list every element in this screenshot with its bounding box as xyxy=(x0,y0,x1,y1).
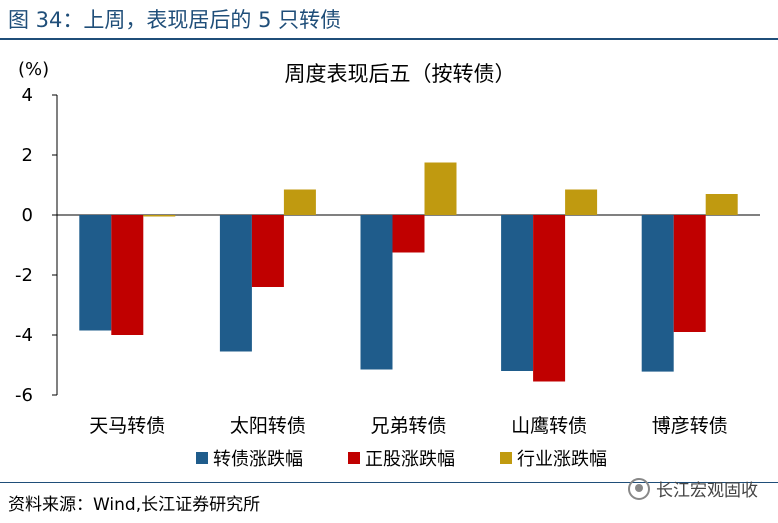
figure-title: 图 34：上周，表现居后的 5 只转债 xyxy=(8,8,342,32)
y-tick-label: 4 xyxy=(22,85,33,106)
wechat-icon xyxy=(628,477,650,500)
bar-2-2 xyxy=(251,215,284,287)
title-rule xyxy=(0,38,778,40)
watermark: 长江宏观固收 xyxy=(628,476,758,501)
source-note: 资料来源：Wind,长江证券研究所 xyxy=(8,495,261,515)
bar-chart: 周度表现后五（按转债） (%) 4 2 0 -2 -4 -6 天马转债 太阳转债 兄弟转债 山鹰… xyxy=(15,59,760,470)
legend-label-3: 行业涨跌幅 xyxy=(517,449,607,470)
y-tick-labels: 4 2 0 -2 -4 -6 xyxy=(15,85,57,406)
y-tick-label: 2 xyxy=(22,145,33,166)
footer-rule xyxy=(0,482,778,483)
chart-title: 周度表现后五（按转债） xyxy=(285,62,516,86)
y-tick-label: -6 xyxy=(15,385,33,406)
bar-1-2 xyxy=(219,215,252,352)
bar-2-4 xyxy=(533,215,566,382)
y-tick-label: -4 xyxy=(15,325,33,346)
bar-1-5 xyxy=(641,215,674,372)
legend-swatch-2 xyxy=(348,452,360,464)
bar-3-3 xyxy=(424,162,457,215)
bars xyxy=(79,162,738,382)
legend-swatch-3 xyxy=(500,452,512,464)
bar-3-2 xyxy=(283,189,316,215)
category-label: 太阳转债 xyxy=(230,415,306,437)
legend-label-1: 转债涨跌幅 xyxy=(213,449,303,470)
category-label: 博彦转债 xyxy=(652,415,728,437)
bar-1-3 xyxy=(360,215,393,370)
bar-3-4 xyxy=(565,189,598,215)
legend-swatch-1 xyxy=(196,452,208,464)
legend-label-2: 正股涨跌幅 xyxy=(365,449,455,470)
bar-2-5 xyxy=(673,215,706,332)
y-tick-label: -2 xyxy=(15,265,33,286)
bar-3-1 xyxy=(143,215,176,217)
bar-3-5 xyxy=(705,194,738,215)
y-tick-label: 0 xyxy=(22,205,33,226)
legend: 转债涨跌幅 正股涨跌幅 行业涨跌幅 xyxy=(196,449,607,470)
watermark-text: 长江宏观固收 xyxy=(656,481,758,501)
category-label: 天马转债 xyxy=(89,415,165,437)
category-labels: 天马转债 太阳转债 兄弟转债 山鹰转债 博彦转债 xyxy=(89,415,727,437)
bar-2-3 xyxy=(392,215,425,253)
category-label: 兄弟转债 xyxy=(370,415,446,437)
bar-2-1 xyxy=(111,215,144,335)
y-axis-unit: (%) xyxy=(18,59,49,80)
category-label: 山鹰转债 xyxy=(511,415,587,437)
bar-1-1 xyxy=(79,215,112,331)
bar-1-4 xyxy=(501,215,534,371)
